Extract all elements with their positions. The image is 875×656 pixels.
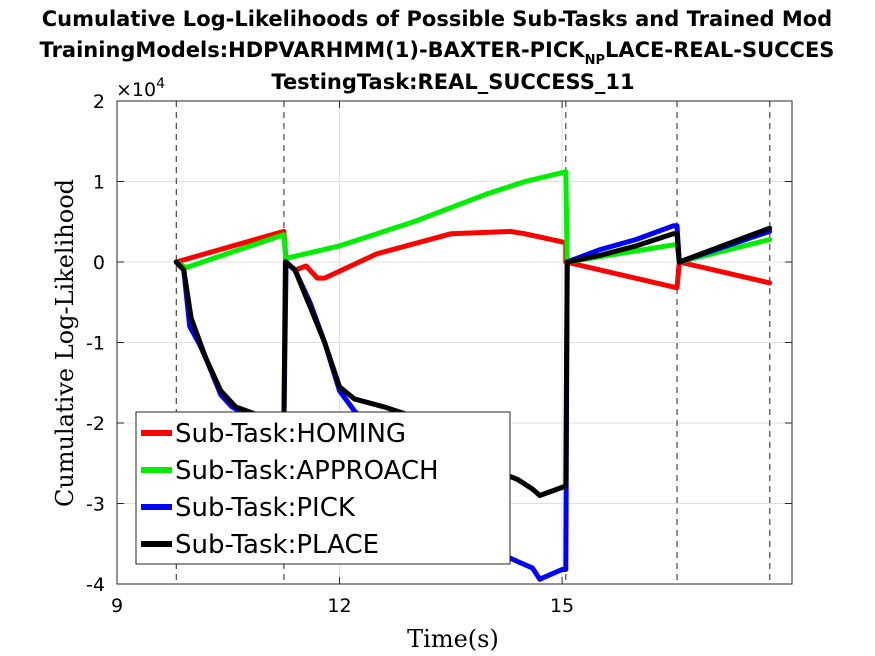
y-tick-label: 1 [93,172,105,194]
chart-title-line3: TestingTask:REAL_SUCCESS_11 [271,70,634,94]
legend-label-place: Sub-Task:PLACE [175,530,379,560]
x-tick-label: 9 [111,595,123,617]
y-tick-label: -2 [86,413,105,435]
chart-title-line2-pre: TrainingModels:HDPVARHMM(1)-BAXTER-PICK [40,38,586,62]
y-axis-exponent: ×104 [116,76,165,101]
y-axis-exponent-power: 4 [156,76,165,92]
y-axis-exponent-base: ×10 [116,79,156,101]
chart-title-line1: Cumulative Log-Likelihoods of Possible S… [42,7,832,31]
y-axis-label: Cumulative Log-Likelihood [51,179,79,507]
chart-title-line2-subscript: NP [585,53,605,68]
y-tick-label: 2 [93,91,105,113]
y-tick-label: -3 [86,494,105,516]
series-line-place [173,225,773,498]
legend-label-approach: Sub-Task:APPROACH [175,456,439,486]
legend-box [135,411,511,565]
legend-label-pick: Sub-Task:PICK [175,493,356,523]
legend-label-homing: Sub-Task:HOMING [175,419,406,449]
y-tick-label: -1 [86,333,105,355]
y-tick-label: -4 [86,574,105,596]
y-tick-label: 0 [93,252,105,274]
chart-title-line2-post: LACE-REAL-SUCCES [605,38,834,62]
axis-ticks: 9 12 15 2 1 0 -1 -2 -3 -4 [86,91,792,617]
series-lines [173,169,773,582]
x-tick-label: 15 [550,595,574,617]
series-line-approach [173,169,773,271]
x-axis-label: Time(s) [407,625,499,653]
legend: Sub-Task:HOMING Sub-Task:APPROACH Sub-Task… [135,411,511,565]
x-tick-label: 12 [327,595,351,617]
chart-title-line2: TrainingModels:HDPVARHMM(1)-BAXTER-PICKN… [40,38,835,68]
